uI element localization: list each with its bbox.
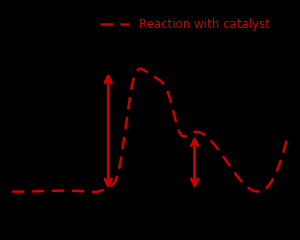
Legend: Reaction with catalyst: Reaction with catalyst: [95, 13, 274, 36]
